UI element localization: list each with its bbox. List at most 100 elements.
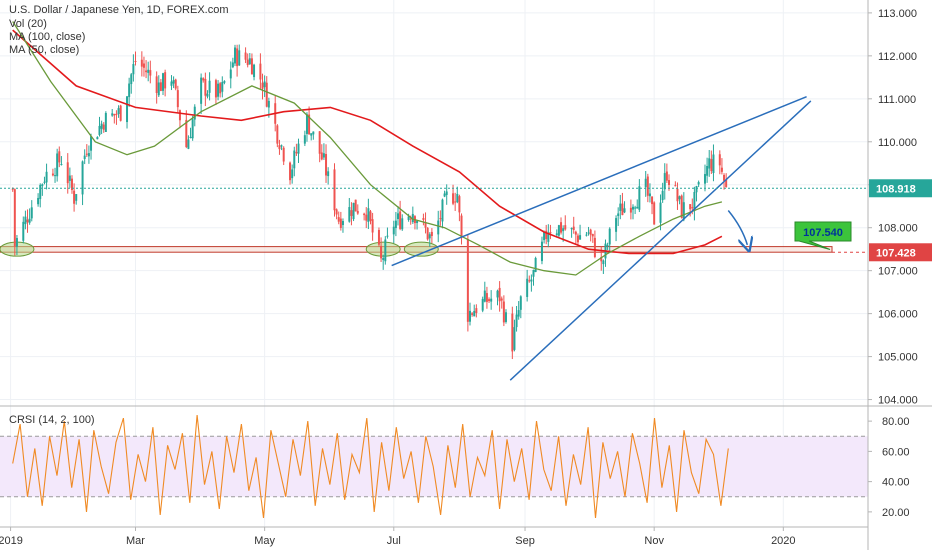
candle-body [221,81,224,92]
candle-body [587,232,590,234]
crsi-axis-label: 60.00 [882,446,910,458]
candle-body [87,153,90,157]
candle-body [81,161,84,195]
candle-body [659,202,662,223]
candle-body [261,82,264,89]
candle-body [456,193,459,203]
candle-body [104,112,107,133]
candle-body [409,218,412,220]
last-price-tag-label: 108.918 [876,183,916,195]
candle-body [623,208,626,213]
candle-body [223,81,226,83]
candle-body [676,188,679,202]
crsi-band [0,436,868,497]
candle-body [411,213,414,223]
candle-body [593,237,596,257]
candle-body [422,217,425,220]
candle-body [665,171,668,181]
candle-body [276,125,279,144]
ma50-legend[interactable]: MA (50, close) [9,44,80,56]
candle-body [341,221,344,226]
time-axis[interactable]: 2019 Mar May Jul Sep Nov 2020 [0,527,796,547]
candle-body [458,196,461,213]
candle-body [617,213,620,217]
candle-body [238,50,241,66]
candle-body [85,153,88,155]
candle-body [75,194,78,201]
candle-body [248,58,251,65]
candle-body [193,106,196,120]
candle-body [600,257,603,262]
candle-body [712,154,715,174]
candle-body [475,308,478,314]
candle-body [430,231,433,237]
candle-body [602,260,605,265]
candle-body [718,154,721,166]
candle-body [11,188,14,190]
candle-body [231,62,234,68]
candle-body [490,298,493,302]
crsi-legend[interactable]: CRSI (14, 2, 100) [9,414,95,426]
candle-body [703,174,706,184]
candle-body [318,131,321,154]
candle-body [517,310,520,317]
candle-body [691,207,694,209]
target-callout[interactable]: 107.540 [794,221,852,250]
price-axis-label: 111.000 [878,94,916,106]
symbol-title[interactable]: U.S. Dollar / Japanese Yen, 1D, FOREX.co… [9,4,229,16]
candle-body [557,225,560,236]
candle-body [253,64,256,78]
candle-body [725,179,728,187]
price-axis-label: 112.000 [878,51,917,63]
candle-body [90,136,93,151]
candle-body [41,184,44,186]
candle-body [377,229,380,245]
candle-body [185,119,188,148]
candle-body [282,147,285,162]
candle-body [308,114,311,135]
candle-body [214,80,217,98]
candle-body [619,203,622,211]
candle-body [155,76,158,93]
candle-body [543,231,546,241]
candle-body [591,233,594,237]
candle-body [113,113,116,116]
candle-body [555,233,558,235]
candle-body [263,81,266,88]
candle-body [502,301,505,323]
volume-legend[interactable]: Vol (20) [9,18,47,30]
candle-body [208,80,211,93]
candle-body [73,190,76,204]
candle-body [397,213,400,220]
candle-body [119,105,122,121]
candle-body [562,228,565,232]
candle-body [445,191,448,195]
candle-body [51,173,54,176]
forecast-arrow[interactable] [727,210,747,245]
wedge-upper-trendline[interactable] [391,95,807,267]
candle-body [500,298,503,301]
ma100-legend[interactable]: MA (100, close) [9,31,86,43]
candle-body [382,258,385,260]
candle-body [164,72,167,89]
candle-body [217,83,220,97]
candle-body [310,133,313,136]
candle-body [579,235,582,240]
candle-body [689,204,692,210]
candle-body [229,69,232,79]
candle-body [399,211,402,229]
candle-body [117,108,120,114]
candle-series [11,44,728,360]
crsi-axis[interactable]: 20.00 40.00 60.00 80.00 [868,416,910,519]
candle-body [646,176,649,196]
candle-body [204,78,207,96]
candle-body [608,228,611,245]
wedge-lower-trendline[interactable] [509,100,812,381]
candle-body [585,234,588,236]
candle-body [682,202,685,220]
crsi-axis-label: 20.00 [882,507,910,519]
candle-body [695,186,698,193]
candle-body [693,191,696,211]
ma100-line [12,29,723,255]
